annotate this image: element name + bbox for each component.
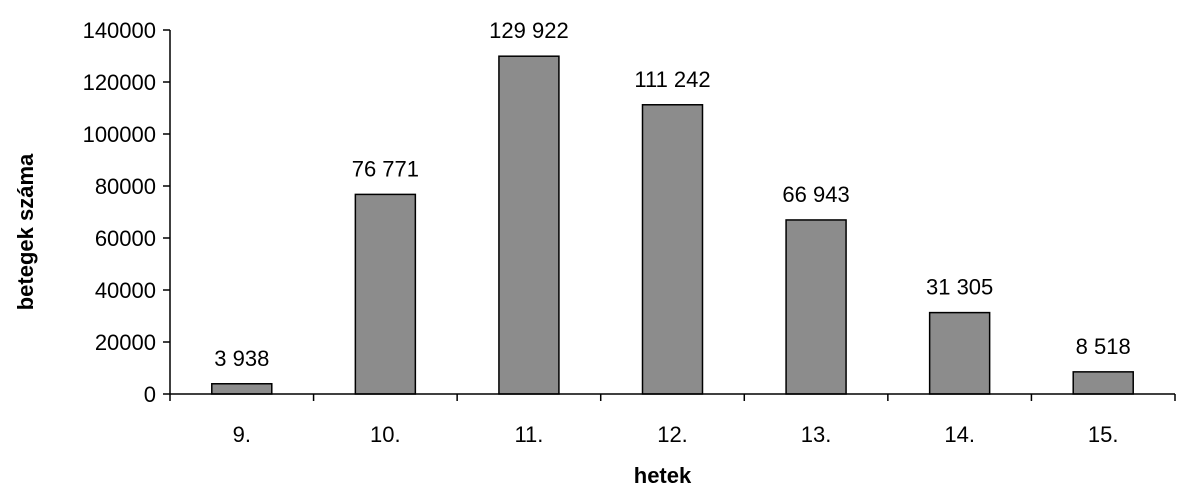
- x-axis-ticks: 9. 10. 11. 12. 13. 14. 15.: [169, 394, 1176, 447]
- x-tick-label: 12.: [657, 422, 688, 447]
- data-label: 66 943: [782, 182, 849, 207]
- y-tick-label: 100000: [83, 122, 156, 147]
- bar: [641, 104, 704, 395]
- x-axis-title: hetek: [634, 463, 692, 488]
- x-tick-label: 11.: [514, 422, 543, 447]
- x-tick-label: 10.: [370, 422, 401, 447]
- bar: [354, 193, 417, 395]
- y-tick-label: 0: [144, 382, 156, 407]
- y-tick-label: 60000: [95, 226, 156, 251]
- data-labels-group: 3 938 76 771 129 922 111 242 66 943 31 305 8 5…: [214, 18, 1130, 371]
- bar: [498, 55, 560, 395]
- y-axis-ticks: 0 20000 40000 60000 80000 100000 120000 140000: [83, 18, 170, 407]
- x-tick-label: 13.: [801, 422, 832, 447]
- data-label: 111 242: [634, 67, 710, 92]
- y-tick-label: 40000: [95, 278, 156, 303]
- y-tick-label: 20000: [95, 330, 156, 355]
- data-label: 3 938: [214, 346, 269, 371]
- y-tick-label: 140000: [83, 18, 156, 43]
- data-label: 31 305: [926, 275, 993, 300]
- y-axis-title: betegek száma: [13, 153, 38, 310]
- y-tick-label: 120000: [83, 70, 156, 95]
- data-label: 76 771: [352, 156, 419, 181]
- y-tick-label: 80000: [95, 174, 156, 199]
- data-label: 8 518: [1076, 334, 1131, 359]
- bar: [928, 311, 991, 395]
- bars-group: [211, 55, 1134, 395]
- data-label: 129 922: [489, 18, 569, 43]
- x-tick-label: 14.: [944, 422, 975, 447]
- bar: [785, 219, 847, 395]
- bar: [1072, 371, 1134, 395]
- x-tick-label: 9.: [233, 422, 251, 447]
- x-tick-label: 15.: [1088, 422, 1119, 447]
- bar: [211, 383, 273, 395]
